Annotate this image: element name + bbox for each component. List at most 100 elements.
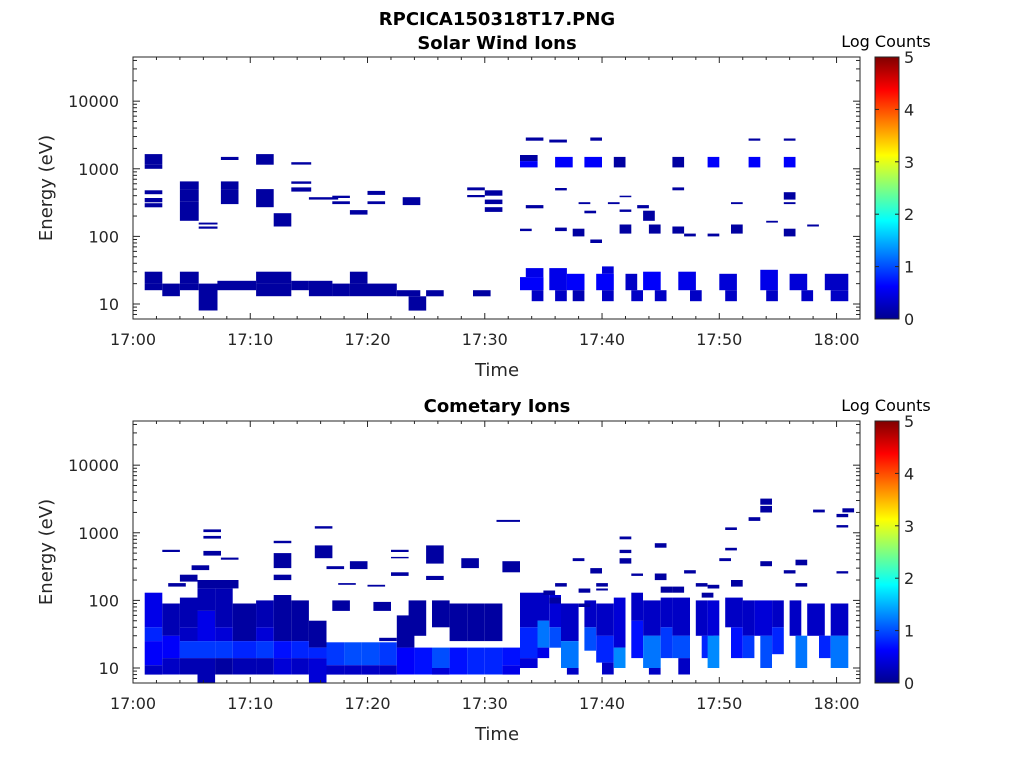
- heatmap-cell: [144, 665, 163, 675]
- heatmap-cell: [396, 290, 421, 297]
- x-tick-label: 18:00: [813, 694, 859, 713]
- heatmap-cell: [162, 549, 180, 552]
- heatmap-cell: [637, 205, 649, 209]
- heatmap-cell: [426, 290, 444, 297]
- heatmap-cell: [344, 642, 362, 666]
- heatmap-cell: [596, 583, 608, 587]
- heatmap-cell: [144, 592, 163, 628]
- colorbar-tick-label: 0: [904, 674, 914, 693]
- heatmap-cell: [220, 557, 239, 560]
- heatmap-cell: [291, 162, 312, 165]
- heatmap-cell: [326, 665, 345, 675]
- x-tick-label: 18:00: [813, 330, 859, 349]
- colorbar-label: Log Counts: [841, 32, 931, 51]
- heatmap-cell: [684, 233, 696, 237]
- heatmap-cell: [590, 137, 602, 141]
- heatmap-cell: [596, 635, 614, 663]
- heatmap-cell: [830, 635, 849, 668]
- heatmap-cell: [801, 290, 814, 302]
- heatmap-cell: [619, 558, 632, 564]
- heatmap-cell: [367, 190, 386, 195]
- heatmap-cell: [256, 189, 274, 208]
- heatmap-cell: [584, 627, 597, 651]
- heatmap-cell: [836, 513, 849, 518]
- heatmap-cell: [367, 584, 386, 587]
- heatmap-cell: [842, 508, 855, 513]
- heatmap-cell: [144, 154, 163, 165]
- y-axis-label: Energy (eV): [36, 135, 57, 241]
- heatmap-cell: [391, 556, 409, 559]
- heatmap-cell: [748, 517, 761, 521]
- heatmap-cell: [391, 572, 409, 576]
- y-tick-label: 10: [99, 659, 119, 678]
- heatmap-cell: [191, 565, 210, 571]
- heatmap-cell: [361, 642, 380, 666]
- heatmap-cell: [349, 561, 368, 570]
- heatmap-cell: [144, 641, 163, 666]
- heatmap-cell: [643, 635, 661, 668]
- heatmap-cell: [783, 570, 796, 574]
- heatmap-cell: [198, 283, 218, 311]
- x-tick-label: 17:40: [579, 694, 625, 713]
- heatmap-cell: [631, 290, 643, 302]
- heatmap-cell: [467, 187, 485, 191]
- heatmap-cell: [660, 627, 673, 659]
- heatmap-cell: [326, 566, 345, 570]
- panel-title: Cometary Ions: [424, 396, 571, 417]
- heatmap-cell: [549, 595, 561, 628]
- heatmap-cell: [473, 290, 491, 297]
- heatmap-cell: [308, 620, 327, 648]
- heatmap-cell: [690, 290, 702, 302]
- heatmap-cell: [566, 273, 585, 291]
- heatmap-cell: [144, 627, 163, 642]
- heatmap-cell: [179, 658, 198, 675]
- heatmap-cell: [484, 190, 503, 196]
- heatmap-cell: [701, 592, 714, 598]
- heatmap-cell: [525, 137, 544, 141]
- heatmap-cell: [725, 290, 737, 302]
- heatmap-cell: [643, 271, 661, 291]
- heatmap-cell: [291, 280, 309, 291]
- heatmap-cell: [719, 273, 737, 291]
- heatmap-cell: [179, 271, 199, 284]
- heatmap-cell: [467, 647, 485, 675]
- heatmap-cell: [291, 600, 309, 642]
- heatmap-cell: [525, 205, 544, 209]
- heatmap-cell: [232, 658, 257, 675]
- heatmap-cell: [760, 635, 772, 668]
- heatmap-cell: [572, 228, 585, 237]
- heatmap-cell: [731, 627, 743, 659]
- heatmap-cell: [215, 627, 233, 642]
- heatmap-cell: [144, 164, 163, 169]
- heatmap-cell: [396, 647, 415, 675]
- heatmap-cell: [549, 627, 561, 648]
- y-tick-label: 1000: [78, 524, 119, 543]
- heatmap-cell: [349, 283, 368, 297]
- heatmap-cell: [643, 210, 655, 221]
- heatmap-cell: [367, 283, 397, 297]
- heatmap-cell: [502, 665, 520, 675]
- colorbar: [874, 56, 900, 320]
- heatmap-cell: [349, 271, 368, 284]
- heatmap-cell: [332, 201, 350, 205]
- heatmap-cell: [572, 558, 585, 562]
- heatmap-cell: [220, 181, 239, 190]
- heatmap-cell: [766, 220, 778, 223]
- heatmap-cell: [701, 635, 714, 659]
- y-tick-label: 10: [99, 295, 119, 314]
- heatmap-cell: [707, 233, 720, 237]
- heatmap-cell: [338, 583, 356, 585]
- heatmap-cell: [725, 547, 737, 551]
- x-tick-label: 17:00: [110, 694, 156, 713]
- heatmap-cell: [332, 600, 350, 611]
- x-tick-label: 17:30: [462, 694, 508, 713]
- heatmap-cell: [613, 597, 626, 648]
- heatmap-cell: [596, 603, 614, 636]
- colorbar-tick-label: 4: [904, 100, 914, 119]
- heatmap-cell: [484, 199, 503, 205]
- x-tick-label: 17:00: [110, 330, 156, 349]
- x-tick-label: 17:50: [696, 330, 742, 349]
- heatmap-cell: [760, 561, 772, 567]
- heatmap-cell: [537, 647, 550, 659]
